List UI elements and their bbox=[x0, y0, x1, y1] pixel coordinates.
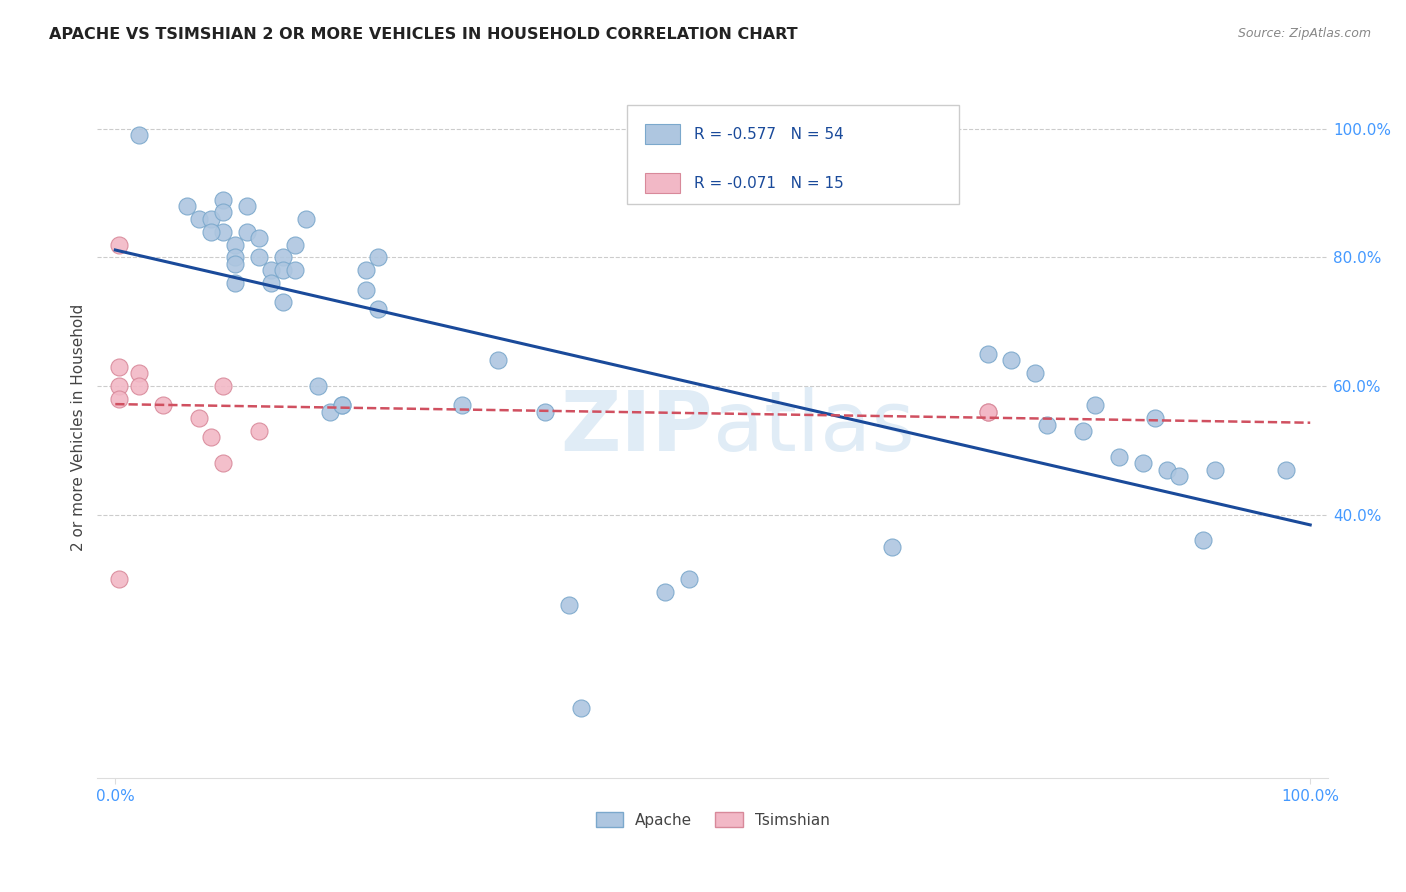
Point bbox=[1084, 398, 1107, 412]
Point bbox=[1167, 469, 1189, 483]
Y-axis label: 2 or more Vehicles in Household: 2 or more Vehicles in Household bbox=[72, 304, 86, 551]
Point bbox=[128, 366, 150, 380]
Point bbox=[307, 379, 329, 393]
Text: R = -0.577   N = 54: R = -0.577 N = 54 bbox=[695, 127, 844, 142]
Point bbox=[176, 199, 198, 213]
Point bbox=[976, 405, 998, 419]
Point bbox=[283, 263, 305, 277]
FancyBboxPatch shape bbox=[627, 105, 959, 203]
Point bbox=[367, 301, 389, 316]
Point bbox=[259, 263, 281, 277]
Point bbox=[187, 411, 209, 425]
Point bbox=[224, 251, 246, 265]
Point bbox=[1108, 450, 1130, 464]
Point bbox=[1204, 462, 1226, 476]
Point bbox=[108, 379, 131, 393]
Point bbox=[569, 700, 592, 714]
Point bbox=[354, 283, 377, 297]
Point bbox=[247, 231, 270, 245]
Point bbox=[211, 379, 233, 393]
Point bbox=[128, 128, 150, 143]
Point bbox=[247, 251, 270, 265]
Point bbox=[976, 405, 998, 419]
Point bbox=[330, 398, 353, 412]
Point bbox=[211, 193, 233, 207]
Point bbox=[108, 237, 131, 252]
Point bbox=[1024, 366, 1046, 380]
Point bbox=[200, 430, 222, 444]
Point bbox=[534, 405, 557, 419]
Point bbox=[271, 263, 294, 277]
FancyBboxPatch shape bbox=[645, 124, 679, 144]
Point bbox=[1036, 417, 1059, 432]
Point bbox=[1071, 424, 1094, 438]
Point bbox=[211, 225, 233, 239]
Point bbox=[678, 572, 700, 586]
Text: ZIP: ZIP bbox=[560, 387, 713, 468]
Point bbox=[880, 540, 903, 554]
Point bbox=[558, 598, 581, 612]
Point bbox=[271, 295, 294, 310]
Text: atlas: atlas bbox=[713, 387, 914, 468]
Point bbox=[247, 424, 270, 438]
Point bbox=[1143, 411, 1166, 425]
Text: APACHE VS TSIMSHIAN 2 OR MORE VEHICLES IN HOUSEHOLD CORRELATION CHART: APACHE VS TSIMSHIAN 2 OR MORE VEHICLES I… bbox=[49, 27, 797, 42]
Point bbox=[224, 237, 246, 252]
Point bbox=[271, 251, 294, 265]
Point bbox=[1000, 353, 1022, 368]
Point bbox=[211, 456, 233, 470]
Point bbox=[152, 398, 174, 412]
Legend: Apache, Tsimshian: Apache, Tsimshian bbox=[589, 805, 837, 834]
Point bbox=[224, 257, 246, 271]
Point bbox=[330, 398, 353, 412]
Point bbox=[108, 392, 131, 406]
Point bbox=[354, 263, 377, 277]
Point bbox=[486, 353, 509, 368]
Point bbox=[235, 225, 257, 239]
Point bbox=[450, 398, 472, 412]
Point bbox=[283, 237, 305, 252]
Point bbox=[976, 347, 998, 361]
Point bbox=[259, 276, 281, 290]
Point bbox=[200, 225, 222, 239]
Point bbox=[128, 379, 150, 393]
Point bbox=[367, 251, 389, 265]
Point bbox=[235, 199, 257, 213]
Point bbox=[224, 276, 246, 290]
Point bbox=[1191, 533, 1213, 548]
Point bbox=[200, 211, 222, 226]
Point bbox=[211, 205, 233, 219]
Text: R = -0.071   N = 15: R = -0.071 N = 15 bbox=[695, 176, 844, 191]
Point bbox=[1156, 462, 1178, 476]
Point bbox=[187, 211, 209, 226]
Point bbox=[319, 405, 342, 419]
FancyBboxPatch shape bbox=[645, 173, 679, 193]
Point bbox=[295, 211, 318, 226]
Point bbox=[654, 584, 676, 599]
Point bbox=[1275, 462, 1298, 476]
Point bbox=[108, 359, 131, 374]
Point bbox=[1132, 456, 1154, 470]
Point bbox=[108, 572, 131, 586]
Text: Source: ZipAtlas.com: Source: ZipAtlas.com bbox=[1237, 27, 1371, 40]
